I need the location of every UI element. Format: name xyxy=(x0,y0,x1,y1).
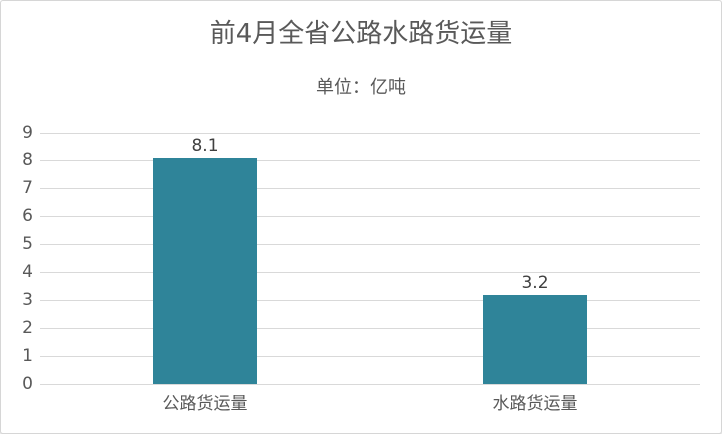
gridline xyxy=(40,132,700,134)
y-axis-tick-label: 2 xyxy=(22,317,33,338)
y-axis-tick-label: 3 xyxy=(22,289,33,310)
gridline xyxy=(40,355,700,357)
y-axis-tick-label: 8 xyxy=(22,150,33,171)
y-axis-tick-label: 6 xyxy=(22,206,33,227)
gridline xyxy=(40,271,700,273)
y-axis-tick-label: 1 xyxy=(22,345,33,366)
x-axis-category-label: 水路货运量 xyxy=(492,394,578,414)
gridline xyxy=(40,188,700,190)
gridline xyxy=(40,160,700,162)
bar-水路货运量 xyxy=(483,294,587,384)
y-axis-tick-label: 7 xyxy=(22,178,33,199)
y-axis-tick-label: 5 xyxy=(22,234,33,255)
plot-area: 0 1 2 3 4 5 6 7 8 9 8.1 公路货运量 3.2 水路货运量 xyxy=(22,124,700,413)
gridline xyxy=(40,383,700,385)
chart-title: 前4月全省公路水路货运量 xyxy=(209,19,513,49)
y-axis-tick-label: 0 xyxy=(22,373,33,394)
x-axis-category-label: 公路货运量 xyxy=(162,394,248,414)
bar-value-label: 8.1 xyxy=(191,136,219,157)
gridline xyxy=(40,244,700,246)
gridline xyxy=(40,327,700,329)
chart-subtitle: 单位：亿吨 xyxy=(316,77,406,98)
gridline xyxy=(40,216,700,218)
y-axis-tick-label: 4 xyxy=(22,261,33,282)
y-axis-tick-label: 9 xyxy=(22,122,33,143)
bar-value-label: 3.2 xyxy=(521,272,549,293)
bar-公路货运量 xyxy=(153,158,257,384)
gridline xyxy=(40,299,700,301)
